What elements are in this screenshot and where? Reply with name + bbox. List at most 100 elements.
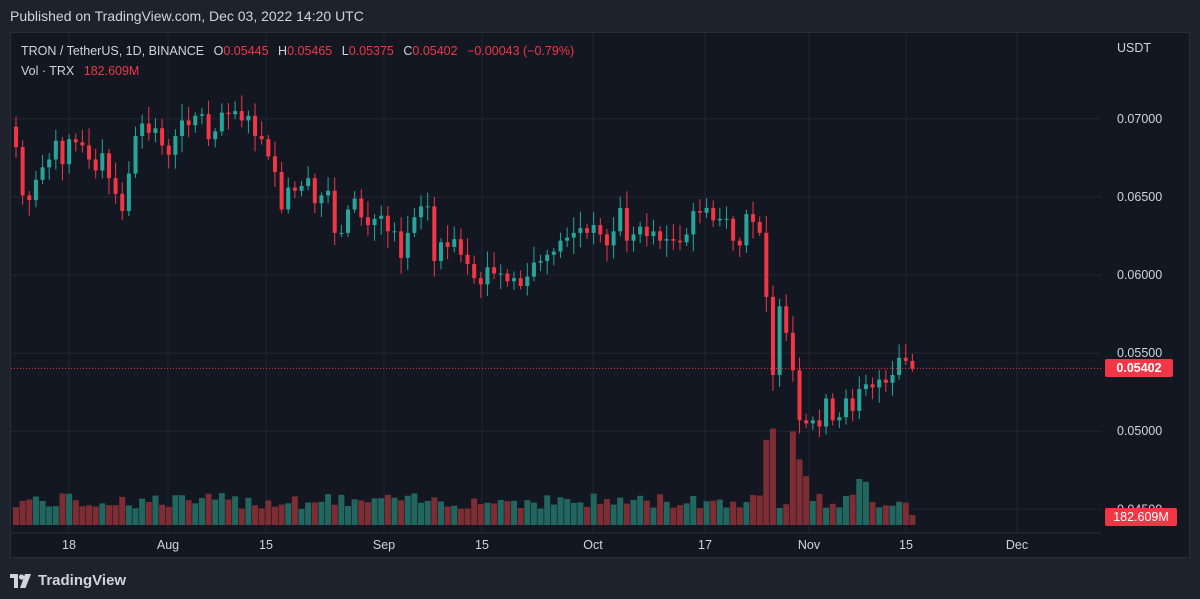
- volume-bar: [617, 497, 624, 525]
- candle-body: [199, 114, 204, 116]
- volume-bar: [325, 494, 332, 525]
- candle-body: [166, 145, 171, 155]
- volume-bar: [112, 505, 119, 525]
- last-price-tag: 0.05402: [1105, 359, 1173, 378]
- volume-label[interactable]: Vol · TRX: [21, 64, 75, 78]
- volume-bar: [265, 500, 272, 525]
- candle-body: [113, 178, 118, 194]
- price-tick-label: 0.06000: [1117, 268, 1162, 282]
- candle-body: [897, 357, 902, 375]
- volume-bar: [544, 495, 551, 525]
- price-volume-chart[interactable]: 0.070000.065000.060000.055000.050000.045…: [11, 33, 1190, 558]
- candle-body: [538, 260, 543, 263]
- tradingview-logo[interactable]: TradingView: [10, 572, 126, 589]
- candle-body: [272, 156, 277, 172]
- volume-bar: [630, 499, 637, 525]
- time-tick-label: 15: [475, 538, 489, 552]
- volume-bar: [105, 505, 112, 525]
- candle-body: [790, 332, 795, 371]
- candle-body: [810, 420, 815, 424]
- volume-bar: [245, 497, 252, 525]
- candle-body: [246, 115, 251, 121]
- candle-body: [678, 240, 682, 243]
- time-tick-label: 15: [259, 538, 273, 552]
- volume-bar: [696, 508, 703, 525]
- volume-bar: [856, 479, 863, 525]
- tradingview-logo-text: TradingView: [38, 572, 127, 589]
- time-tick-label: Aug: [157, 538, 179, 552]
- volume-bar: [836, 507, 843, 525]
- volume-bar: [79, 506, 86, 525]
- volume-bar: [710, 500, 717, 525]
- candle-body: [452, 239, 457, 247]
- volume-bar: [298, 508, 305, 525]
- candle-body: [299, 186, 304, 191]
- candle-body: [498, 273, 503, 275]
- volume-bar: [132, 508, 139, 525]
- candle-body: [777, 306, 782, 375]
- candle-body: [651, 231, 656, 237]
- volume-bar: [524, 500, 531, 525]
- volume-bar: [530, 502, 537, 525]
- candle-body: [890, 374, 895, 383]
- volume-bar: [603, 499, 610, 525]
- volume-bar: [145, 501, 152, 525]
- candle-body: [438, 242, 443, 261]
- volume-bar: [756, 495, 763, 525]
- candle-body: [604, 234, 609, 246]
- candle-body: [784, 306, 789, 333]
- candle-body: [458, 239, 463, 255]
- time-tick-label: Oct: [583, 538, 603, 552]
- volume-bar: [763, 439, 770, 525]
- candle-body: [804, 420, 809, 424]
- volume-bar: [424, 500, 431, 525]
- volume-bar: [743, 502, 750, 525]
- symbol-label[interactable]: TRON / TetherUS, 1D, BINANCE: [21, 44, 205, 58]
- volume-bar: [72, 500, 79, 525]
- footer: TradingView: [0, 562, 1200, 599]
- volume-bar: [345, 506, 351, 525]
- volume-bar: [637, 495, 644, 525]
- volume-bar: [125, 505, 132, 525]
- candle-body: [724, 218, 729, 220]
- volume-bar: [716, 499, 723, 525]
- volume-bar: [291, 496, 298, 525]
- candle-body: [352, 198, 357, 210]
- candle-body: [153, 128, 158, 133]
- candle-body: [764, 232, 769, 297]
- price-tick-label: 0.07000: [1117, 112, 1162, 126]
- volume-bar: [829, 503, 836, 525]
- candle-body: [770, 296, 775, 375]
- candle-body: [253, 115, 258, 137]
- volume-bar: [139, 498, 146, 525]
- candle-body: [565, 237, 570, 241]
- currency-label[interactable]: USDT: [1117, 41, 1152, 55]
- time-tick-label: 15: [899, 538, 913, 552]
- candle-body: [505, 273, 510, 282]
- volume-bar: [597, 503, 604, 525]
- volume-bar: [550, 504, 557, 525]
- volume-bar: [192, 503, 199, 525]
- volume-bar: [557, 497, 564, 525]
- volume-bar: [517, 508, 524, 525]
- time-tick-label: Nov: [798, 538, 821, 552]
- candle-body: [226, 112, 231, 115]
- volume-bar: [464, 508, 471, 525]
- volume-bar: [769, 428, 776, 525]
- volume-bar: [663, 501, 670, 525]
- candle-body: [346, 209, 350, 233]
- time-tick-label: 17: [698, 538, 712, 552]
- chart-panel[interactable]: 0.070000.065000.060000.055000.050000.045…: [10, 32, 1190, 558]
- volume-bar: [391, 497, 398, 525]
- candle-body: [359, 198, 364, 218]
- candle-body: [372, 218, 377, 226]
- close-label: C: [403, 44, 413, 58]
- volume-bar: [690, 495, 697, 525]
- volume-bar: [52, 506, 59, 525]
- volume-bar: [816, 493, 823, 525]
- candle-body: [312, 178, 317, 204]
- ohlc-row: TRON / TetherUS, 1D, BINANCE O0.05445 H0…: [21, 41, 574, 61]
- volume-bar: [736, 507, 743, 525]
- low-label: L: [341, 44, 349, 58]
- volume-bar: [896, 501, 903, 525]
